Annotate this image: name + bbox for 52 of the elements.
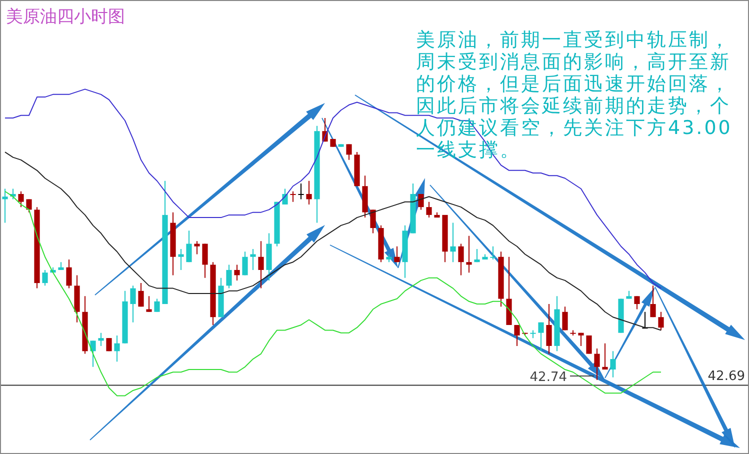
candlestick bbox=[370, 209, 376, 234]
candlestick bbox=[650, 285, 656, 318]
candlestick bbox=[634, 296, 640, 310]
chart-title: 美原油四小时图 bbox=[6, 7, 125, 27]
candlestick bbox=[426, 201, 432, 218]
candlestick bbox=[146, 296, 152, 312]
candlestick bbox=[658, 311, 664, 331]
candlestick bbox=[530, 330, 536, 339]
candlestick bbox=[474, 248, 480, 263]
candlestick bbox=[450, 222, 456, 263]
candlestick bbox=[154, 298, 160, 312]
candlestick bbox=[594, 348, 600, 380]
text: 42.69 bbox=[708, 369, 745, 384]
candlestick bbox=[514, 324, 520, 346]
candlestick bbox=[562, 306, 568, 331]
candlestick bbox=[2, 188, 8, 224]
candlestick bbox=[226, 264, 232, 289]
candlestick bbox=[106, 338, 112, 352]
candlestick bbox=[194, 240, 200, 255]
candlestick bbox=[346, 144, 352, 160]
candlestick bbox=[306, 180, 312, 205]
candlestick bbox=[250, 248, 256, 270]
candlestick bbox=[114, 334, 120, 362]
candlestick bbox=[538, 322, 544, 352]
candlestick bbox=[290, 190, 296, 202]
candlestick bbox=[546, 304, 552, 354]
candlestick bbox=[578, 332, 584, 346]
candlestick bbox=[202, 243, 208, 278]
candlestick bbox=[186, 230, 192, 263]
candlestick bbox=[586, 334, 592, 354]
candlestick bbox=[138, 282, 144, 308]
candlestick bbox=[458, 243, 464, 276]
annotation: 42.74 bbox=[530, 370, 567, 385]
candlestick bbox=[234, 264, 240, 281]
candlestick bbox=[178, 248, 184, 270]
candlestick bbox=[490, 246, 496, 260]
candlestick bbox=[466, 235, 472, 274]
candlestick bbox=[66, 258, 72, 289]
candlestick bbox=[242, 251, 248, 276]
candlestick bbox=[298, 183, 304, 200]
candlestick bbox=[18, 190, 24, 208]
candlestick bbox=[610, 350, 616, 378]
candlestick bbox=[602, 342, 608, 370]
candlestick bbox=[98, 332, 104, 346]
candlestick bbox=[418, 193, 424, 210]
candlestick bbox=[42, 269, 48, 286]
candlestick bbox=[90, 340, 96, 368]
candlestick bbox=[282, 188, 288, 205]
candlestick bbox=[130, 285, 136, 323]
candlestick bbox=[258, 240, 264, 289]
candlestick bbox=[26, 198, 32, 213]
candlestick bbox=[394, 246, 400, 263]
